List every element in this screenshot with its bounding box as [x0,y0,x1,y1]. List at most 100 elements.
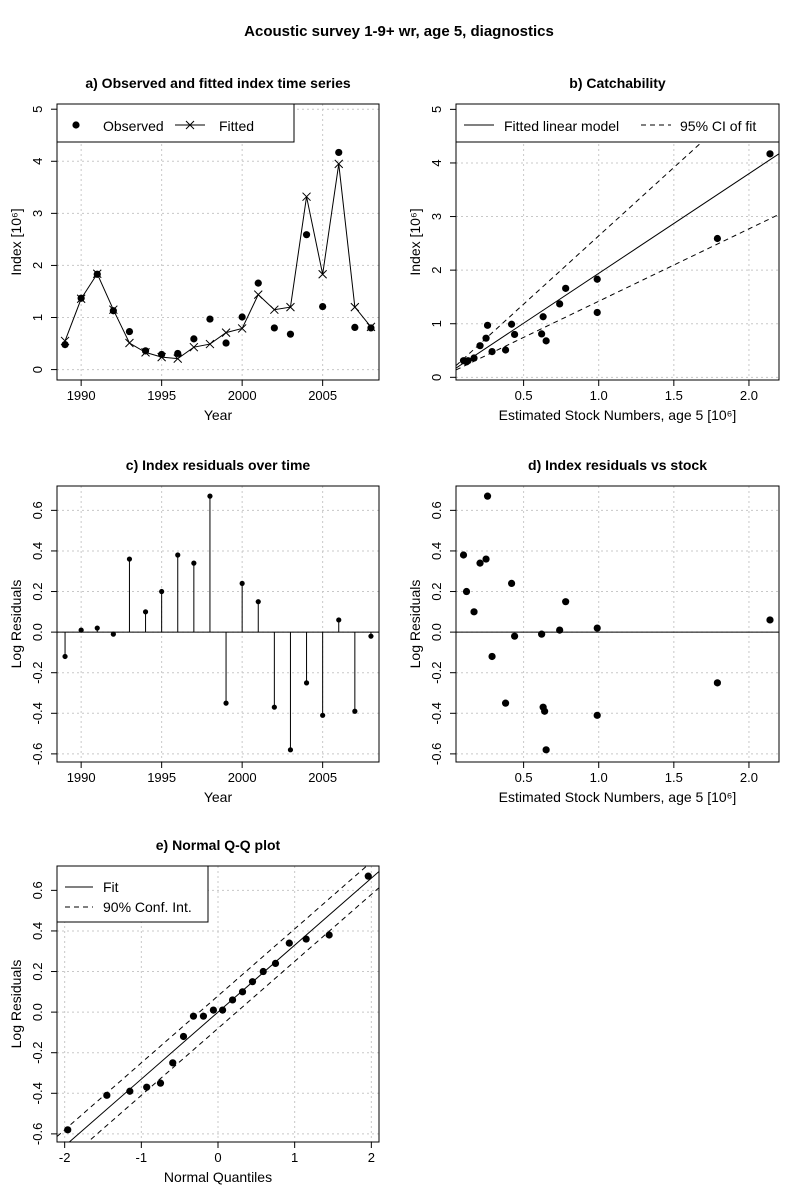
x-axis-label: Year [204,789,233,805]
qq-point [325,931,333,939]
residual-point [470,608,478,616]
residual-point [78,627,84,633]
x-axis-label: Normal Quantiles [164,1169,272,1185]
x-tick-label: 2005 [308,770,337,785]
y-tick-label: 0.4 [30,542,45,560]
y-axis: -0.6 -0.4 -0.2 0.0 0.2 0.4 0.6 [429,501,457,765]
y-axis-label: Index [10⁶] [407,208,423,275]
plot-frame [56,485,380,763]
x-tick-label: 0 [214,1150,221,1165]
qq-point [302,935,310,943]
observed-point [351,323,359,332]
fit-line [68,871,379,1142]
y-tick-label: 0.4 [30,922,45,940]
y-axis: -0.6 -0.4 -0.2 0.0 0.2 0.4 0.6 [30,881,58,1145]
x-tick-label: 0.5 [515,388,533,403]
y-tick-label: -0.6 [429,743,444,765]
y-tick-label: 0.6 [429,501,444,519]
residual-point [368,633,374,639]
residual-point [488,652,496,661]
residual-point [593,711,601,719]
data-point [501,346,510,354]
qq-point [238,988,247,996]
y-tick-label: 2 [429,267,444,274]
residual-point [483,492,492,500]
y-tick-label: -0.2 [30,1042,45,1064]
data-point [464,357,472,365]
x-tick-label: 2 [368,1150,375,1165]
y-tick-label: 0.6 [30,881,45,899]
x-tick-label: 2000 [228,388,257,403]
observed-point [109,307,117,315]
data-point [556,300,564,308]
data-point [510,330,519,339]
residual-point [459,551,468,559]
x-tick-label: 1990 [67,770,96,785]
observed-point [302,231,311,239]
plot-area [57,493,379,753]
residual-point [159,588,165,595]
x-tick-label: 1 [291,1150,298,1165]
fitted-point [302,192,311,202]
legend-observed-label: Observed [103,118,164,134]
data-point [488,347,496,356]
x-tick-label: 1995 [147,388,176,403]
residual-point [713,679,722,687]
y-tick-label: 5 [30,106,45,113]
plot-frame [56,865,380,1143]
observed-point [270,324,278,332]
y-tick-label: 0.4 [429,542,444,560]
observed-point [222,339,230,347]
fitted-point [205,339,215,349]
grid [456,486,779,762]
grid [57,486,379,762]
fitted-point [173,354,183,364]
residual-point [352,708,358,714]
residual-point [175,552,181,558]
qq-point [259,967,267,976]
residual-point [303,680,310,686]
residual-point [462,587,471,596]
residual-point [142,609,149,615]
panel-e: e) Normal Q-Q plot -2 -1 0 1 2 -0.6 -0.4 -0.2 0.0… [8,837,380,1185]
residual-point [320,712,326,718]
residual-point [556,626,564,634]
x-tick-label: -1 [136,1150,148,1165]
fitted-point [350,302,360,312]
qq-point [285,939,293,947]
panel-title: b) Catchability [569,75,666,91]
x-tick-label: 1995 [147,770,176,785]
figure-title: Acoustic survey 1-9+ wr, age 5, diagnost… [244,23,554,40]
qq-point [228,996,237,1004]
x-axis: -2 -1 0 1 2 [59,1141,375,1165]
residual-point [482,555,490,563]
y-tick-label: 5 [429,106,444,113]
plot-area [57,866,379,1142]
residual-point [542,746,550,754]
legend-box [455,103,780,143]
fitted-point [286,302,295,312]
panel-title: d) Index residuals vs stock [528,457,707,473]
y-axis: -0.6 -0.4 -0.2 0.0 0.2 0.4 0.6 [30,501,58,765]
observed-point [286,330,295,338]
residual-point [336,617,342,623]
fitted-point [189,342,199,352]
y-tick-label: 2 [30,262,45,269]
legend-box [56,103,295,143]
qq-point [219,1006,227,1014]
legend-fit-label: Fit [103,879,119,895]
x-tick-label: 2000 [228,770,257,785]
qq-point [64,1126,72,1134]
y-tick-label: 0.2 [30,582,45,600]
x-tick-label: 1990 [67,388,96,403]
fitted-point [318,269,328,279]
grid [456,104,779,380]
x-axis: 0.5 1.0 1.5 2.0 [515,379,758,403]
legend: Fitted linear model 95% CI of fit [455,103,780,143]
y-tick-label: 3 [429,213,444,220]
residual-point [62,653,68,660]
residual-point [110,631,116,637]
legend-fit-label: Fitted linear model [504,118,619,134]
data-point [482,334,490,342]
